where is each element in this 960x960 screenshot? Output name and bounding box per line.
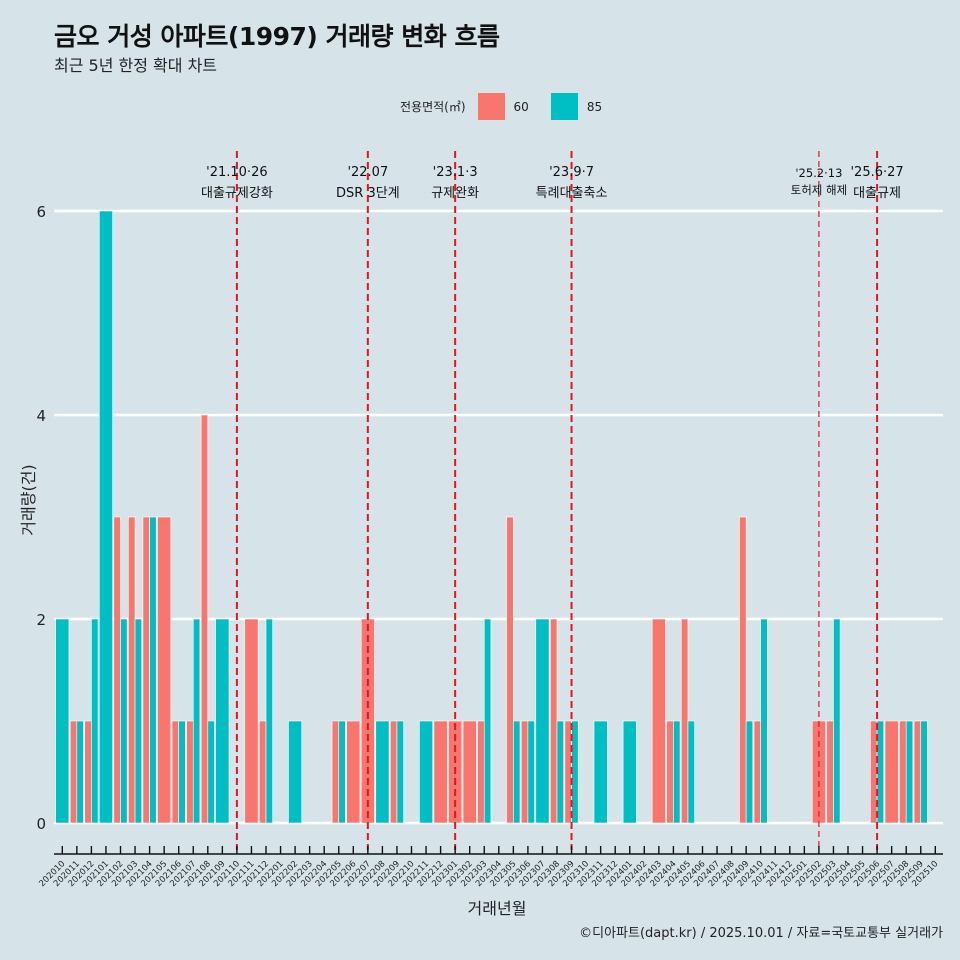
- bar-85-202405: [687, 720, 695, 824]
- event-description-label: 특례대출축소: [536, 186, 608, 201]
- bar-60-202507: [884, 720, 899, 824]
- event-lines: '21.10·26 대출규제강화 '22.07 DSR 3단계 '23.1·3 규제완화 '…: [201, 151, 904, 850]
- event-date-label: '21.10·26: [206, 165, 267, 180]
- bar-60-202410: [753, 720, 762, 824]
- bar-60-202405: [680, 618, 689, 824]
- bar-85-202103: [134, 618, 143, 824]
- bar-60-202503: [826, 720, 834, 824]
- bar-60-202102: [113, 516, 121, 824]
- source-footer: ©디아파트(dapt.kr) / 2025.10.01 / 자료=국토교통부 실…: [579, 926, 943, 941]
- bar-60-202011: [69, 720, 78, 824]
- legend-swatch-85: [550, 93, 578, 120]
- y-tick-label: 2: [36, 611, 46, 629]
- y-tick-label: 4: [36, 407, 46, 425]
- bar-85-202012: [91, 618, 99, 824]
- bar-85-202106: [178, 720, 186, 824]
- y-tick-label: 6: [36, 203, 46, 221]
- bar-85-202108: [207, 720, 215, 824]
- bar-60-202403: [651, 618, 666, 824]
- bar-60-202306: [520, 720, 529, 824]
- chart-subtitle: 최근 5년 한정 확대 차트: [54, 56, 218, 75]
- event-description-label: 대출규제: [853, 186, 901, 201]
- bar-85-202211: [419, 720, 434, 824]
- bar-85-202104: [149, 516, 157, 824]
- bar-60-202303: [477, 720, 485, 824]
- event-description-label: DSR 3단계: [336, 186, 400, 201]
- event-description-label: 규제완화: [431, 186, 479, 201]
- bar-60-202209: [389, 720, 398, 824]
- bar-60-202105: [157, 516, 172, 824]
- event-description-label: 토허제 해제: [791, 183, 848, 197]
- bar-85-202508: [905, 720, 914, 824]
- bar-60-202111: [244, 618, 259, 824]
- bar-85-202307: [535, 618, 550, 824]
- bar-85-202303: [483, 618, 492, 824]
- event-description-label: 대출규제강화: [201, 186, 273, 201]
- bar-85-202410: [760, 618, 768, 824]
- event-date-label: '23.1·3: [433, 165, 478, 180]
- legend-swatch-60: [477, 93, 505, 120]
- bar-85-202010: [55, 618, 70, 824]
- legend-label-85: 85: [586, 99, 603, 114]
- y-axis-label: 거래량(건): [19, 464, 38, 535]
- x-axis-label: 거래년월: [468, 899, 527, 918]
- bar-85-202109: [215, 618, 230, 824]
- bar-85-202101: [98, 210, 113, 824]
- bar-85-202308: [556, 720, 564, 824]
- bar-85-202306: [527, 720, 535, 824]
- bar-85-202311: [593, 720, 608, 824]
- bar-60-202205: [331, 720, 340, 824]
- bar-60-202107: [186, 720, 194, 824]
- bar-85-202404: [673, 720, 681, 824]
- bar-60-202212: [433, 720, 448, 824]
- bar-85-202107: [192, 618, 201, 824]
- bar-60-202108: [200, 414, 209, 824]
- bar-85-202509: [920, 720, 928, 824]
- bar-60-202404: [666, 720, 674, 824]
- bar-85-202112: [265, 618, 273, 824]
- bar-60-202508: [899, 720, 907, 824]
- bars: [55, 210, 928, 824]
- bar-60-202302: [462, 720, 477, 824]
- bar-60-202409: [739, 516, 747, 824]
- event-date-label: '25.2·13: [795, 166, 842, 180]
- bar-60-202104: [142, 516, 150, 824]
- bar-85-202202: [288, 720, 303, 824]
- bar-60-202106: [171, 720, 180, 824]
- event-date-label: '25.6·27: [850, 165, 903, 180]
- bar-85-202409: [745, 720, 754, 824]
- legend: 전용면적(㎡) 60 85: [400, 93, 624, 120]
- bar-60-202308: [550, 618, 558, 824]
- bar-60-202305: [506, 516, 514, 824]
- legend-title: 전용면적(㎡): [400, 100, 466, 114]
- bar-60-202012: [84, 720, 92, 824]
- bar-60-202112: [259, 720, 267, 824]
- bar-60-202103: [128, 516, 136, 824]
- y-tick-label: 0: [36, 815, 46, 833]
- chart-title: 금오 거성 아파트(1997) 거래량 변화 흐름: [54, 22, 500, 51]
- bar-85-202209: [396, 720, 404, 824]
- bar-60-202206: [346, 720, 361, 824]
- bar-85-202305: [513, 720, 521, 824]
- bar-60-202509: [913, 720, 922, 824]
- bar-85-202401: [622, 720, 637, 824]
- bar-85-202011: [76, 720, 84, 824]
- bar-85-202208: [375, 720, 390, 824]
- bar-85-202503: [833, 618, 841, 824]
- event-date-label: '23.9·7: [549, 165, 594, 180]
- bar-85-202102: [120, 618, 128, 824]
- event-date-label: '22.07: [347, 165, 388, 180]
- bar-85-202205: [338, 720, 346, 824]
- legend-label-60: 60: [513, 99, 529, 114]
